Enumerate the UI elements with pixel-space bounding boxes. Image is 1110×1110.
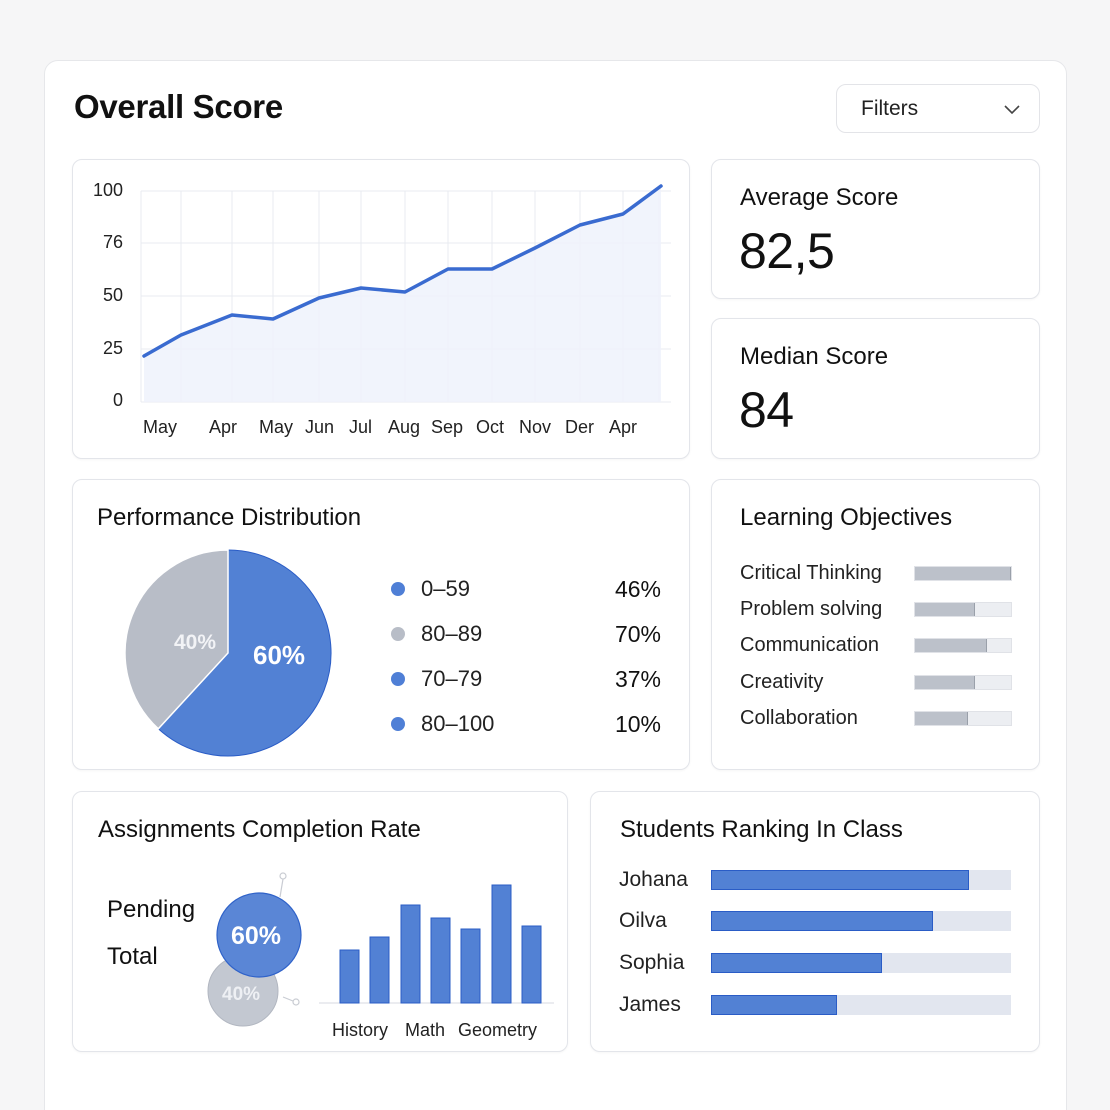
learning-objectives-card: Learning Objectives Critical Thinking Pr… <box>711 479 1040 770</box>
gray-circle-label: 40% <box>222 984 260 1005</box>
legend-dot-icon <box>391 717 405 731</box>
legend-percent: 37% <box>614 665 661 692</box>
student-name: Oilva <box>619 909 667 932</box>
pie-chart: 40% 60% <box>124 549 332 757</box>
assignments-completion-card: Assignments Completion Rate Pending Tota… <box>72 791 568 1052</box>
ranking-bar <box>711 995 1011 1015</box>
ranking-bar <box>711 911 1011 931</box>
x-tick: Nov <box>519 417 552 437</box>
legend-dot-icon <box>391 582 405 596</box>
y-tick: 25 <box>103 338 124 358</box>
assignments-title: Assignments Completion Rate <box>98 816 421 843</box>
objective-label: Creativity <box>740 670 824 693</box>
ranking-row: Sophia <box>619 951 1013 974</box>
line-chart <box>140 184 671 403</box>
objective-label: Communication <box>740 633 879 656</box>
bar-x-label: Geometry <box>458 1020 538 1040</box>
average-score-card: Average Score 82,5 <box>711 159 1040 299</box>
objective-progress-bar <box>914 637 1012 653</box>
median-score-label: Median Score <box>740 343 889 370</box>
legend-percent: 70% <box>614 620 661 647</box>
ranking-row: James <box>619 993 1013 1016</box>
objective-row: Creativity <box>740 669 1012 695</box>
chevron-down-icon <box>1004 104 1020 114</box>
median-score-value: 84 <box>739 382 794 438</box>
pending-label: Pending <box>107 896 196 923</box>
x-tick: Apr <box>209 417 238 437</box>
average-score-label: Average Score <box>740 184 899 211</box>
score-line <box>142 184 663 358</box>
x-tick: Sep <box>431 417 464 437</box>
performance-title: Performance Distribution <box>97 504 362 531</box>
y-tick: 50 <box>103 285 124 305</box>
bar-x-label: History <box>332 1020 389 1040</box>
pie-slice-blue <box>157 549 332 757</box>
objective-progress-bar <box>914 565 1012 581</box>
legend-percent: 10% <box>614 710 661 737</box>
legend-item: 80–100 10% <box>391 709 661 739</box>
performance-distribution-card: Performance Distribution 40% 60% 0–59 46… <box>72 479 690 770</box>
blue-circle <box>216 892 302 978</box>
ranking-row: Johana <box>619 868 1013 891</box>
objective-row: Problem solving <box>740 596 1012 622</box>
x-tick: Aug <box>388 417 421 437</box>
pie-label-gray: 40% <box>174 631 216 654</box>
x-tick: May <box>143 417 178 437</box>
objective-label: Collaboration <box>740 706 858 729</box>
x-tick: Der <box>565 417 595 437</box>
objective-label: Problem solving <box>740 597 883 620</box>
student-name: Sophia <box>619 951 685 974</box>
legend-range: 80–100 <box>421 711 495 736</box>
legend-dot-icon <box>391 627 405 641</box>
blue-circle-label: 60% <box>231 922 281 950</box>
median-score-card: Median Score 84 <box>711 318 1040 459</box>
objectives-title: Learning Objectives <box>740 504 953 531</box>
objective-label: Critical Thinking <box>740 561 882 584</box>
ranking-row: Oilva <box>619 909 1013 932</box>
objective-progress-bar <box>914 710 1012 726</box>
ranking-bar <box>711 953 1011 973</box>
student-name: James <box>619 993 681 1016</box>
x-tick: Apr <box>609 417 638 437</box>
ranking-bar <box>711 870 1011 890</box>
assignments-bar-chart <box>319 884 554 1004</box>
average-score-value: 82,5 <box>739 223 835 279</box>
y-tick: 76 <box>103 232 124 252</box>
objective-row: Communication <box>740 632 1012 658</box>
total-label: Total <box>107 943 158 970</box>
x-tick: Jul <box>349 417 373 437</box>
x-tick: May <box>259 417 294 437</box>
legend-range: 80–89 <box>421 621 483 646</box>
student-name: Johana <box>619 868 688 891</box>
legend-item: 0–59 46% <box>391 574 661 604</box>
filters-label: Filters <box>861 96 919 120</box>
page-title: Overall Score <box>74 88 283 125</box>
filters-dropdown[interactable]: Filters <box>836 84 1040 133</box>
legend-item: 70–79 37% <box>391 664 661 694</box>
bar-x-label: Math <box>405 1020 446 1040</box>
objective-row: Critical Thinking <box>740 560 1012 586</box>
area-fill <box>144 186 661 402</box>
legend-range: 0–59 <box>421 576 470 601</box>
legend-item: 80–89 70% <box>391 619 661 649</box>
legend-dot-icon <box>391 672 405 686</box>
y-tick: 0 <box>113 390 124 410</box>
x-tick: Oct <box>476 417 505 437</box>
legend-percent: 46% <box>614 575 661 602</box>
pie-slice-gray <box>124 549 229 730</box>
completion-circles: 60% 40% <box>207 872 302 1027</box>
students-ranking-card: Students Ranking In Class Johana Oilva S… <box>590 791 1040 1052</box>
y-tick: 100 <box>93 180 124 200</box>
legend-range: 70–79 <box>421 666 483 691</box>
ranking-title: Students Ranking In Class <box>620 816 903 843</box>
overall-score-chart-card: 100 76 50 25 0 May Apr May Jun <box>72 159 690 459</box>
objective-progress-bar <box>914 674 1012 690</box>
objective-progress-bar <box>914 601 1012 617</box>
pie-label-blue: 60% <box>253 640 305 670</box>
x-tick: Jun <box>305 417 335 437</box>
objective-row: Collaboration <box>740 705 1012 731</box>
